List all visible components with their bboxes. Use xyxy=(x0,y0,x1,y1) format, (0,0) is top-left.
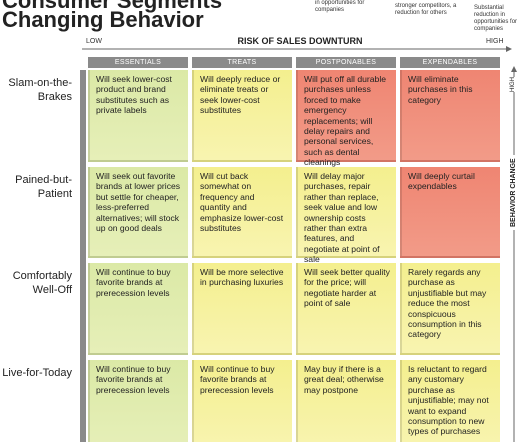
cell: Rarely regards any purchase as unjustifi… xyxy=(400,263,500,355)
column-header: ESSENTIALS xyxy=(88,57,188,68)
y-axis-label: BEHAVIOR CHANGE xyxy=(510,155,517,230)
cell: Is reluctant to regard any customary pur… xyxy=(400,360,500,442)
cell: Will continue to buy favorite brands at … xyxy=(88,263,188,355)
column-header: TREATS xyxy=(192,57,292,68)
row-label: Slam-on-the-Brakes xyxy=(8,77,72,103)
cell: Will seek lower-cost product and brand s… xyxy=(88,70,188,162)
cell: Will put off all durable purchases unles… xyxy=(296,70,396,167)
left-bar xyxy=(80,70,86,442)
x-arrow xyxy=(506,46,512,52)
cell: Will continue to buy favorite brands at … xyxy=(192,360,292,442)
note: stronger competitors, a reduction for ot… xyxy=(395,3,457,16)
note: in opportunities for companies xyxy=(315,0,365,13)
note: Substantial reduction in opportunities f… xyxy=(474,5,518,32)
cell: Will deeply curtail expendables xyxy=(400,167,500,258)
cell: Will continue to buy favorite brands at … xyxy=(88,360,188,442)
x-low: LOW xyxy=(86,38,102,45)
x-high: HIGH xyxy=(486,38,504,45)
cell: Will cut back somewhat on frequency and … xyxy=(192,167,292,258)
row-label: Live-for-Today xyxy=(2,367,72,379)
cell: Will seek out favorite brands at lower p… xyxy=(88,167,188,258)
cell: May buy if there is a great deal; otherw… xyxy=(296,360,396,442)
cell: Will delay major purchases, repair rathe… xyxy=(296,167,396,264)
title-line: Changing Behavior xyxy=(2,7,204,32)
cell: Will deeply reduce or eliminate treats o… xyxy=(192,70,292,162)
x-axis-label: RISK OF SALES DOWNTURN xyxy=(237,36,363,46)
y-arrow xyxy=(511,66,517,72)
row-label: Comfortably Well-Off xyxy=(12,270,72,296)
title-line: Consumer Segments xyxy=(2,0,223,13)
column-header: EXPENDABLES xyxy=(400,57,500,68)
cell: Will be more selective in purchasing lux… xyxy=(192,263,292,355)
column-header: POSTPONABLES xyxy=(296,57,396,68)
row-label: Pained-but-Patient xyxy=(15,174,72,200)
cell: Will eliminate purchases in this categor… xyxy=(400,70,500,162)
cell: Will seek better quality for the price; … xyxy=(296,263,396,355)
y-high: HIGH xyxy=(510,77,516,92)
